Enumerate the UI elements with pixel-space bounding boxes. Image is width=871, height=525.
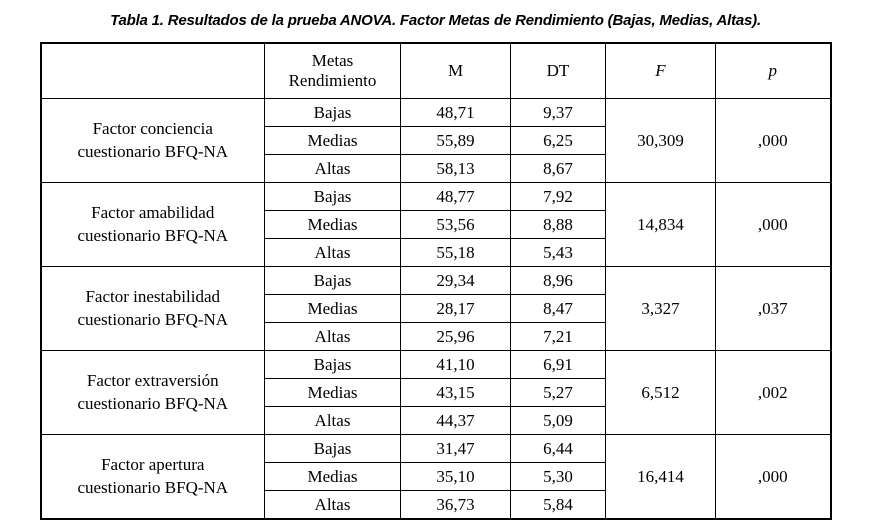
p-value-cell: ,000: [715, 98, 831, 183]
meta-level-cell: Bajas: [264, 434, 401, 463]
factor-name-cell: Factor extraversión cuestionario BFQ-NA: [40, 350, 265, 435]
factor-name-line1: Factor amabilidad: [91, 203, 215, 223]
f-value-cell: 6,512: [605, 350, 716, 435]
meta-level-cell: Altas: [264, 238, 401, 267]
factor-name-cell: Factor inestabilidad cuestionario BFQ-NA: [40, 266, 265, 351]
table-row: Medias 28,17 8,47: [41, 294, 831, 323]
m-value-cell: 55,18: [400, 238, 511, 267]
p-value-cell: ,037: [715, 266, 831, 351]
dt-value-cell: 5,27: [510, 378, 606, 407]
m-value-cell: 53,56: [400, 210, 511, 239]
meta-level-cell: Medias: [264, 462, 401, 491]
m-value-cell: 41,10: [400, 350, 511, 379]
f-value-cell: 16,414: [605, 434, 716, 520]
factor-name-line2: cuestionario BFQ-NA: [77, 225, 229, 245]
dt-value-cell: 7,92: [510, 182, 606, 211]
m-value-cell: 43,15: [400, 378, 511, 407]
meta-level-cell: Bajas: [264, 98, 401, 127]
dt-value-cell: 5,09: [510, 406, 606, 435]
f-value-cell: 14,834: [605, 182, 716, 267]
dt-value-cell: 6,44: [510, 434, 606, 463]
p-value-cell: ,000: [715, 434, 831, 520]
dt-header-cell: DT: [510, 42, 606, 99]
p-value-cell: ,000: [715, 182, 831, 267]
dt-value-cell: 5,43: [510, 238, 606, 267]
meta-level-cell: Medias: [264, 294, 401, 323]
p-header-cell: p: [715, 42, 831, 99]
table-row: Factor amabilidad cuestionario BFQ-NA Ba…: [40, 182, 831, 267]
table-row: Altas 36,73 5,84: [41, 490, 831, 520]
dt-value-cell: 8,67: [510, 154, 606, 183]
meta-level-cell: Medias: [264, 378, 401, 407]
dt-value-cell: 6,25: [510, 126, 606, 155]
table-row: Medias 35,10 5,30: [41, 462, 831, 491]
factor-name-line1: Factor extraversión: [86, 371, 219, 391]
m-value-cell: 58,13: [400, 154, 511, 183]
m-value-cell: 48,77: [400, 182, 511, 211]
anova-results-table: Metas Rendimiento M DT F p Factor concie…: [39, 42, 832, 520]
dt-value-cell: 8,96: [510, 266, 606, 295]
metas-header-cell: Metas Rendimiento: [264, 42, 401, 99]
table-row: Altas 58,13 8,67: [41, 154, 831, 183]
meta-level-cell: Altas: [264, 154, 401, 183]
factor-name-line2: cuestionario BFQ-NA: [77, 309, 229, 329]
f-value-cell: 30,309: [605, 98, 716, 183]
table-row: Factor apertura cuestionario BFQ-NA Baja…: [40, 434, 831, 520]
meta-level-cell: Bajas: [264, 182, 401, 211]
table-header: Metas Rendimiento M DT F p: [40, 42, 831, 99]
table-row: Altas 55,18 5,43: [41, 238, 831, 267]
m-value-cell: 35,10: [400, 462, 511, 491]
table-row: Factor extraversión cuestionario BFQ-NA …: [40, 350, 831, 435]
factor-name-line2: cuestionario BFQ-NA: [77, 393, 229, 413]
factor-name-line2: cuestionario BFQ-NA: [77, 141, 229, 161]
f-value-cell: 3,327: [605, 266, 716, 351]
m-value-cell: 55,89: [400, 126, 511, 155]
meta-level-cell: Altas: [264, 406, 401, 435]
dt-value-cell: 8,47: [510, 294, 606, 323]
meta-level-cell: Altas: [264, 322, 401, 351]
dt-value-cell: 8,88: [510, 210, 606, 239]
factor-name-line2: cuestionario BFQ-NA: [77, 477, 229, 497]
meta-level-cell: Bajas: [264, 266, 401, 295]
factor-name-cell: Factor amabilidad cuestionario BFQ-NA: [40, 182, 265, 267]
m-value-cell: 25,96: [400, 322, 511, 351]
dt-value-cell: 5,84: [510, 490, 606, 520]
m-value-cell: 31,47: [400, 434, 511, 463]
factor-name-cell: Factor apertura cuestionario BFQ-NA: [40, 434, 265, 520]
table-row: Medias 43,15 5,27: [41, 378, 831, 407]
m-value-cell: 36,73: [400, 490, 511, 520]
m-value-cell: 29,34: [400, 266, 511, 295]
factor-name-line1: Factor conciencia: [92, 119, 213, 139]
table-caption: Tabla 1. Resultados de la prueba ANOVA. …: [110, 12, 761, 29]
factor-header-cell: [40, 42, 265, 99]
table-row: Altas 44,37 5,09: [41, 406, 831, 435]
p-value-cell: ,002: [715, 350, 831, 435]
dt-value-cell: 5,30: [510, 462, 606, 491]
meta-level-cell: Altas: [264, 490, 401, 520]
dt-value-cell: 6,91: [510, 350, 606, 379]
table-row: Altas 25,96 7,21: [41, 322, 831, 351]
factor-name-line1: Factor apertura: [101, 455, 205, 475]
table-body: Factor conciencia cuestionario BFQ-NA Ba…: [40, 98, 831, 520]
f-header-cell: F: [605, 42, 716, 99]
meta-level-cell: Medias: [264, 210, 401, 239]
m-value-cell: 44,37: [400, 406, 511, 435]
table-row: Medias 55,89 6,25: [41, 126, 831, 155]
table-row: Factor inestabilidad cuestionario BFQ-NA…: [40, 266, 831, 351]
factor-name-cell: Factor conciencia cuestionario BFQ-NA: [40, 98, 265, 183]
table-row: Factor conciencia cuestionario BFQ-NA Ba…: [40, 98, 831, 183]
table-header-row: Metas Rendimiento M DT F p: [40, 42, 831, 99]
m-header-cell: M: [400, 42, 511, 99]
dt-value-cell: 7,21: [510, 322, 606, 351]
factor-name-line1: Factor inestabilidad: [85, 287, 221, 307]
meta-level-cell: Medias: [264, 126, 401, 155]
m-value-cell: 28,17: [400, 294, 511, 323]
m-value-cell: 48,71: [400, 98, 511, 127]
table-row: Medias 53,56 8,88: [41, 210, 831, 239]
dt-value-cell: 9,37: [510, 98, 606, 127]
meta-level-cell: Bajas: [264, 350, 401, 379]
